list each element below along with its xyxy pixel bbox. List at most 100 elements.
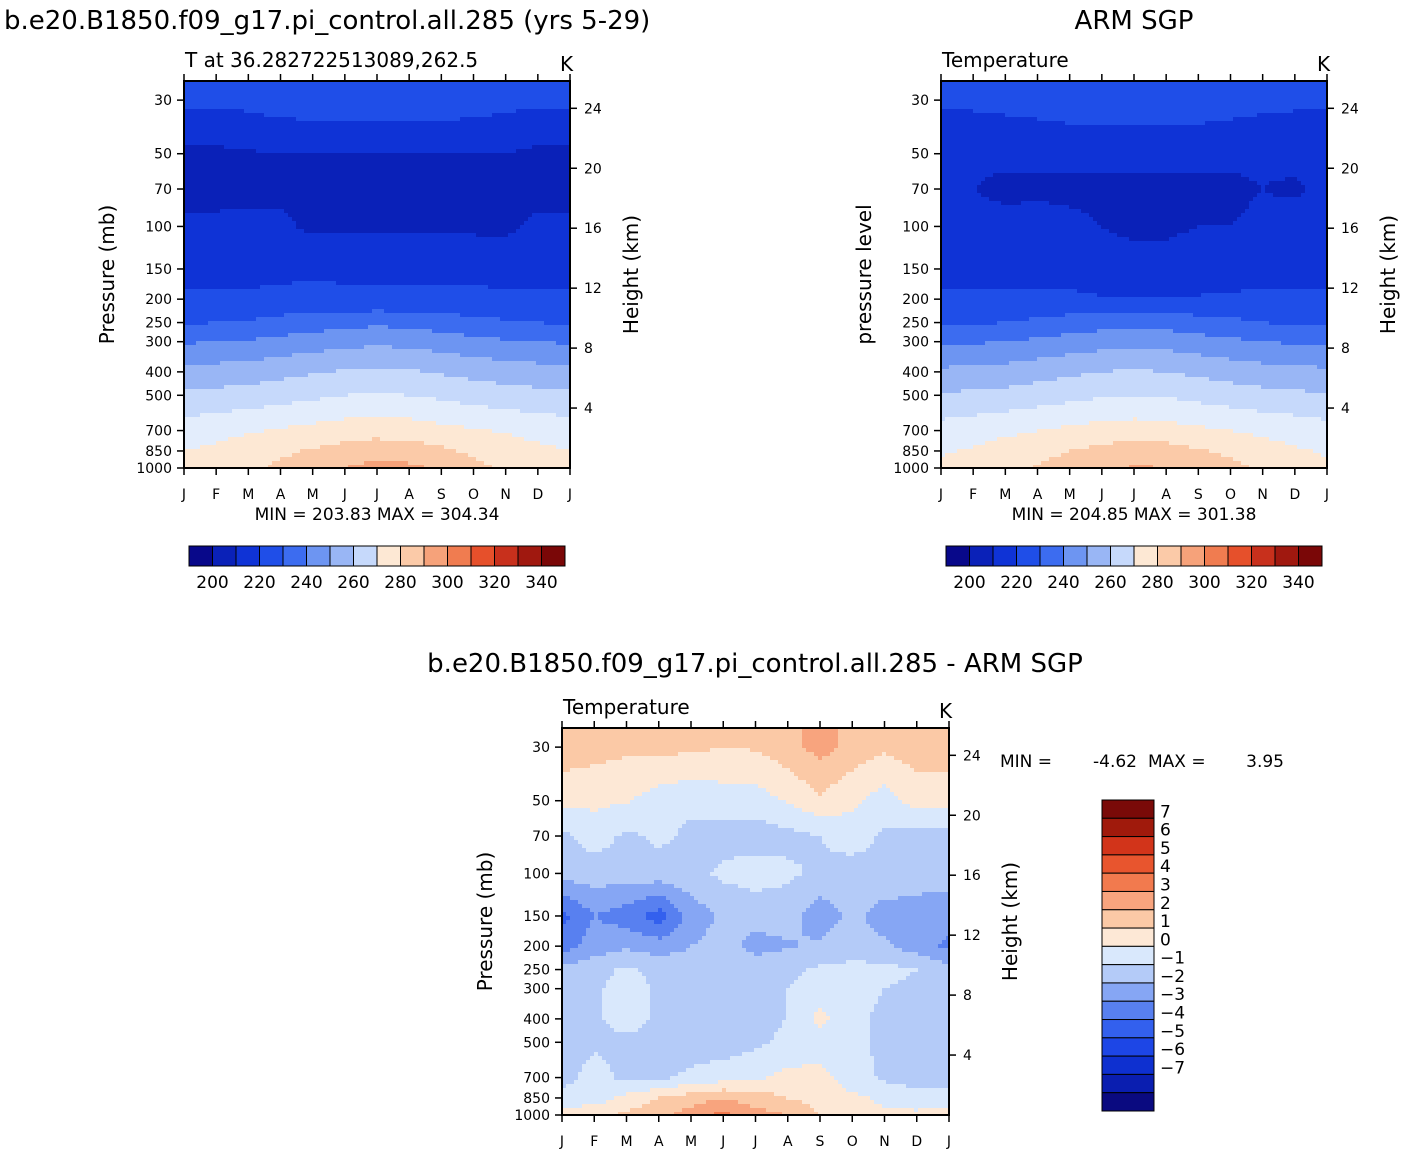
contour-cell	[488, 261, 493, 266]
contour-cell	[500, 165, 505, 170]
contour-cell	[440, 189, 445, 194]
contour-cell	[208, 201, 213, 206]
contour-cell	[360, 101, 365, 106]
contour-cell	[244, 101, 249, 106]
contour-cell	[316, 149, 321, 154]
contour-cell	[500, 261, 505, 266]
contour-cell	[484, 221, 489, 226]
contour-cell	[396, 185, 401, 190]
contour-cell	[396, 197, 401, 202]
contour-cell	[380, 217, 385, 222]
contour-cell	[332, 89, 337, 94]
contour-cell	[520, 253, 525, 258]
contour-cell	[280, 213, 285, 218]
contour-cell	[200, 177, 205, 182]
contour-cell	[436, 85, 441, 90]
contour-cell	[272, 177, 277, 182]
contour-cell	[452, 225, 457, 230]
contour-cell	[328, 285, 333, 290]
contour-cell	[520, 161, 525, 166]
contour-cell	[404, 225, 409, 230]
contour-cell	[564, 269, 569, 274]
contour-cell	[308, 277, 313, 282]
contour-cell	[284, 85, 289, 90]
contour-cell	[400, 157, 405, 162]
contour-cell	[216, 97, 221, 102]
contour-cell	[396, 181, 401, 186]
contour-cell	[220, 173, 225, 178]
contour-cell	[364, 149, 369, 154]
contour-cell	[544, 173, 549, 178]
contour-cell	[220, 149, 225, 154]
contour-cell	[412, 217, 417, 222]
contour-cell	[564, 225, 569, 230]
contour-cell	[464, 89, 469, 94]
contour-cell	[364, 153, 369, 158]
contour-cell	[408, 121, 413, 126]
contour-cell	[416, 201, 421, 206]
contour-cell	[552, 249, 557, 254]
contour-cell	[564, 249, 569, 254]
contour-cell	[388, 273, 393, 278]
contour-cell	[384, 161, 389, 166]
contour-cell	[252, 201, 257, 206]
contour-cell	[336, 145, 341, 150]
contour-cell	[460, 197, 465, 202]
contour-cell	[208, 257, 213, 262]
contour-cell	[340, 249, 345, 254]
contour-cell	[524, 241, 529, 246]
contour-cell	[344, 141, 349, 146]
contour-cell	[464, 281, 469, 286]
contour-cell	[308, 137, 313, 142]
contour-cell	[368, 209, 373, 214]
contour-cell	[484, 105, 489, 110]
contour-cell	[260, 149, 265, 154]
contour-cell	[500, 253, 505, 258]
contour-cell	[444, 93, 449, 98]
contour-cell	[564, 113, 569, 118]
contour-cell	[316, 213, 321, 218]
contour-cell	[460, 201, 465, 206]
contour-cell	[380, 269, 385, 274]
contour-cell	[304, 205, 309, 210]
contour-cell	[284, 265, 289, 270]
contour-cell	[464, 261, 469, 266]
contour-cell	[388, 257, 393, 262]
contour-cell	[428, 85, 433, 90]
contour-cell	[516, 221, 521, 226]
contour-cell	[324, 253, 329, 258]
contour-cell	[332, 233, 337, 238]
contour-cell	[384, 197, 389, 202]
contour-cell	[468, 89, 473, 94]
contour-cell	[324, 265, 329, 270]
contour-cell	[192, 137, 197, 142]
contour-cell	[484, 141, 489, 146]
contour-cell	[480, 149, 485, 154]
contour-cell	[276, 237, 281, 242]
contour-cell	[552, 165, 557, 170]
contour-cell	[556, 85, 561, 90]
contour-cell	[564, 261, 569, 266]
contour-cell	[376, 269, 381, 274]
contour-cell	[500, 185, 505, 190]
contour-cell	[300, 253, 305, 258]
contour-cell	[352, 89, 357, 94]
contour-cell	[476, 213, 481, 218]
contour-cell	[304, 233, 309, 238]
contour-cell	[320, 281, 325, 286]
contour-cell	[252, 117, 257, 122]
contour-cell	[444, 165, 449, 170]
contour-cell	[360, 161, 365, 166]
contour-cell	[288, 153, 293, 158]
contour-cell	[468, 249, 473, 254]
contour-cell	[296, 185, 301, 190]
contour-cell	[564, 105, 569, 110]
contour-cell	[284, 161, 289, 166]
contour-cell	[264, 173, 269, 178]
contour-cell	[192, 229, 197, 234]
contour-cell	[220, 137, 225, 142]
contour-cell	[388, 225, 393, 230]
contour-cell	[264, 157, 269, 162]
contour-cell	[396, 273, 401, 278]
contour-cell	[532, 249, 537, 254]
